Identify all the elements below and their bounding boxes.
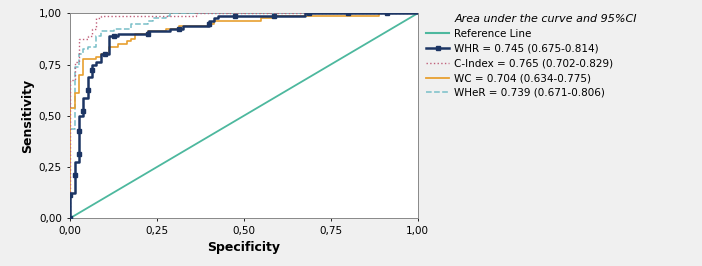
- X-axis label: Specificity: Specificity: [208, 241, 280, 253]
- Legend: Area under the curve and 95%CI, Reference Line, WHR = 0.745 (0.675-0.814), C-Ind: Area under the curve and 95%CI, Referenc…: [426, 14, 637, 98]
- Y-axis label: Sensitivity: Sensitivity: [22, 79, 34, 153]
